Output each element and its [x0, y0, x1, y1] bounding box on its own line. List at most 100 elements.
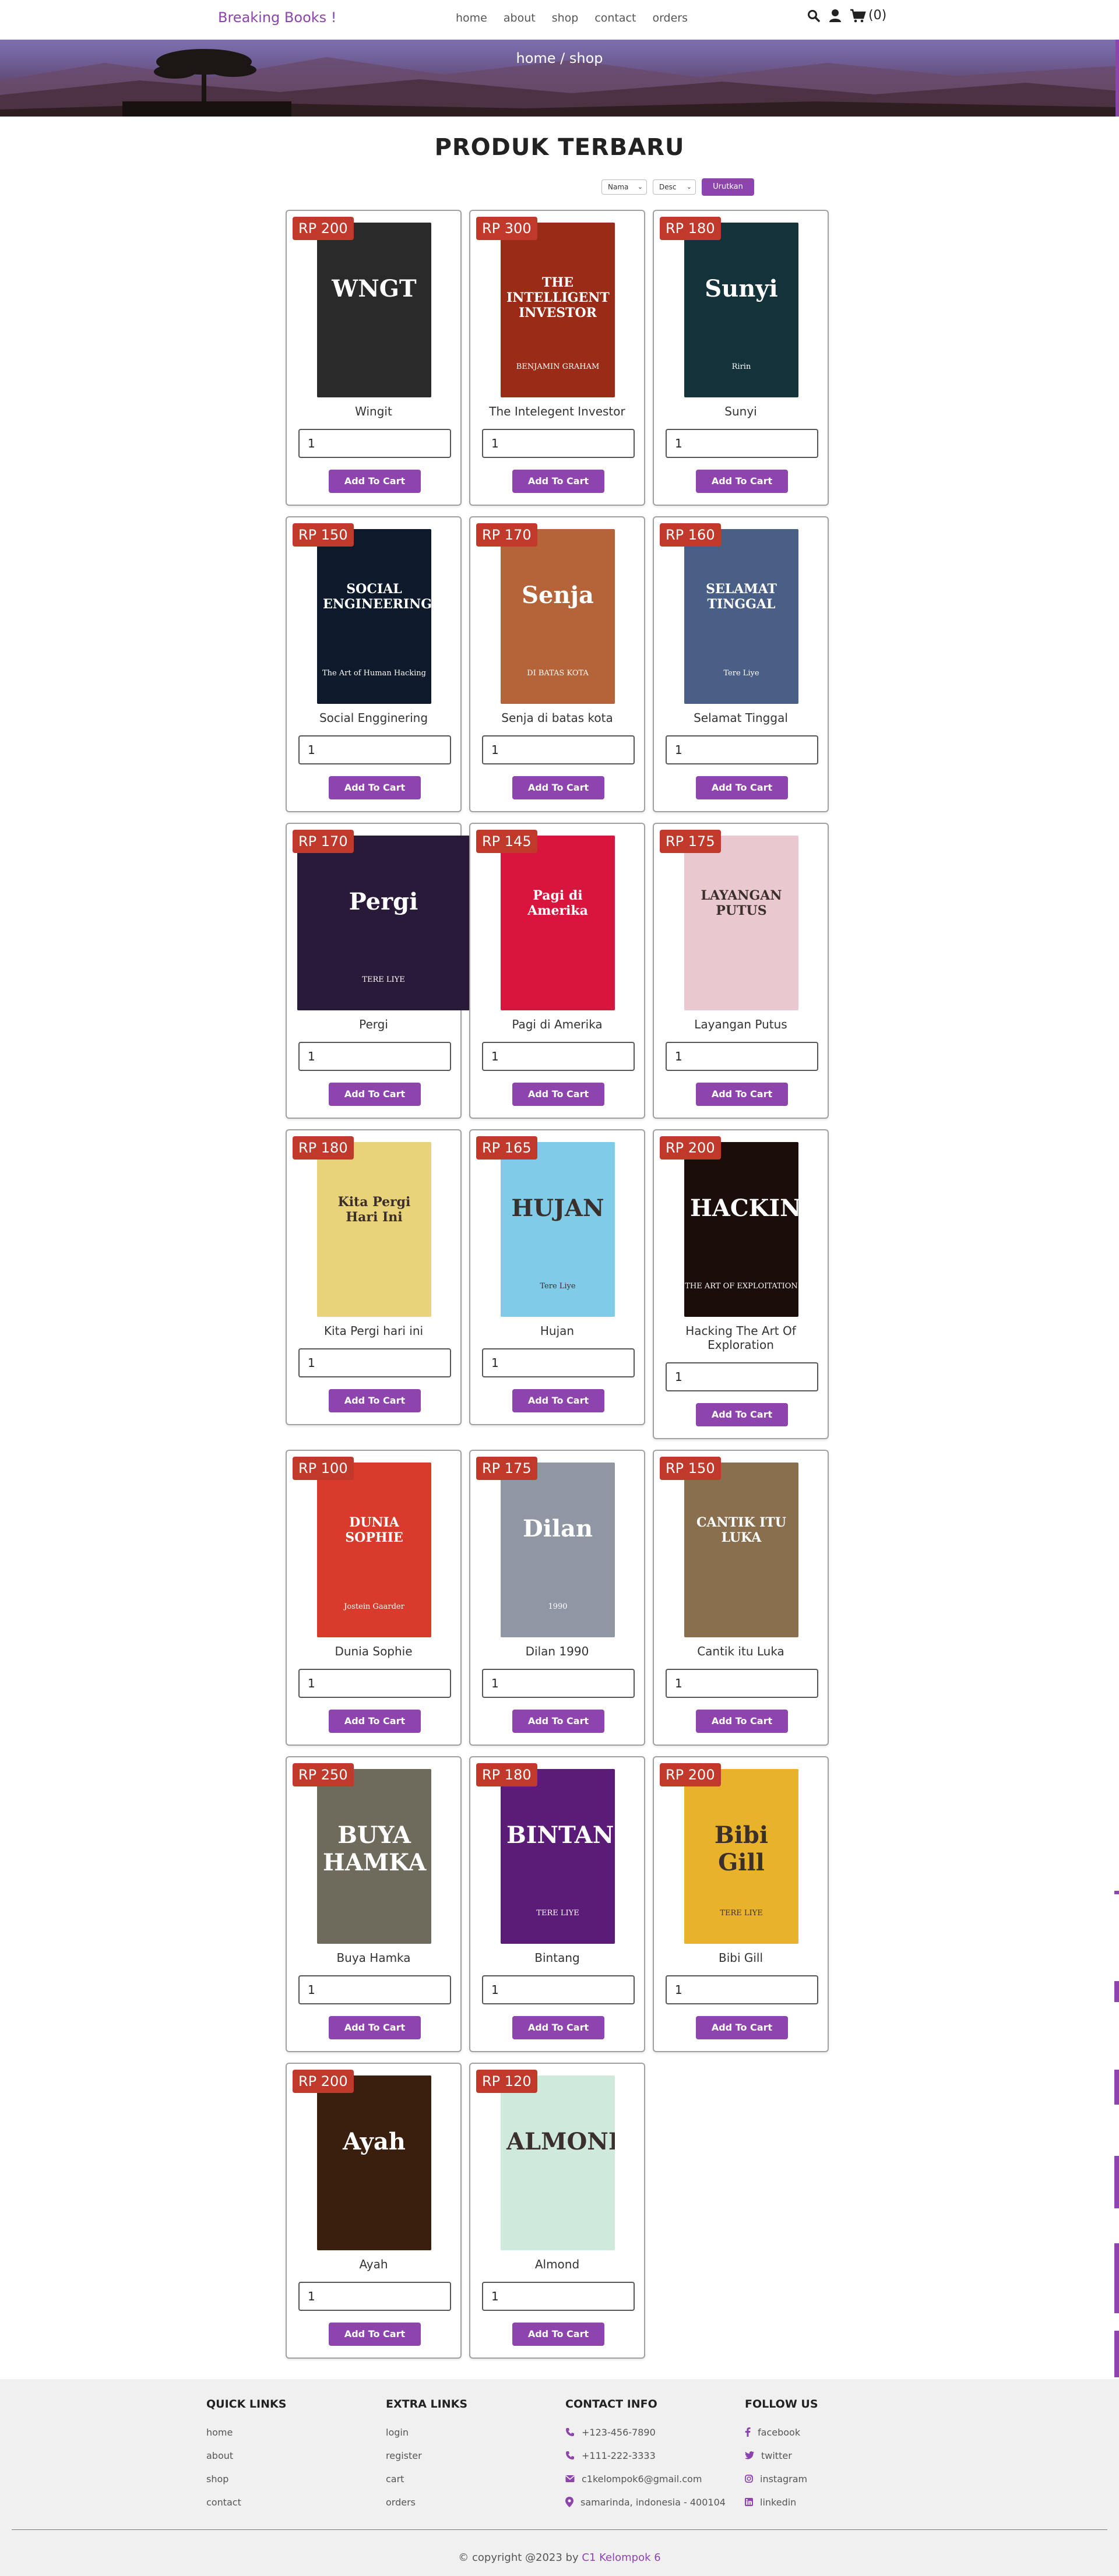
add-to-cart-button[interactable]: Add To Cart [512, 1083, 604, 1106]
nav-contact[interactable]: contact [594, 12, 636, 24]
cover-subtitle: THE ART OF EXPLOITATION [685, 1282, 798, 1291]
product-card: RP 175 LAYANGAN PUTUS Layangan Putus 1 Add T… [653, 823, 829, 1119]
add-to-cart-button[interactable]: Add To Cart [696, 2016, 788, 2039]
add-to-cart-button[interactable]: Add To Cart [329, 2016, 421, 2039]
quantity-input[interactable]: 1 [666, 1669, 818, 1698]
nav-orders[interactable]: orders [652, 12, 688, 24]
cover-title: Pergi [349, 888, 418, 915]
footer-twitter-link[interactable]: twitter [745, 2450, 818, 2461]
add-to-cart-button[interactable]: Add To Cart [696, 1710, 788, 1733]
cover-subtitle: TERE LIYE [720, 1909, 763, 1918]
quantity-input[interactable]: 1 [298, 429, 451, 458]
nav-about[interactable]: about [503, 12, 536, 24]
add-to-cart-button[interactable]: Add To Cart [329, 1083, 421, 1106]
quantity-input[interactable]: 1 [482, 735, 635, 764]
add-to-cart-button[interactable]: Add To Cart [512, 1389, 604, 1412]
quantity-input[interactable]: 1 [666, 1042, 818, 1071]
footer-phone-2[interactable]: +111-222-3333 [565, 2450, 726, 2461]
footer-email[interactable]: c1kelompok6@gmail.com [565, 2473, 726, 2485]
add-to-cart-button[interactable]: Add To Cart [512, 470, 604, 493]
quantity-input[interactable]: 1 [482, 2282, 635, 2311]
quantity-input[interactable]: 1 [666, 735, 818, 764]
cover-subtitle: TERE LIYE [536, 1909, 579, 1918]
add-to-cart-button[interactable]: Add To Cart [329, 1389, 421, 1412]
add-to-cart-button[interactable]: Add To Cart [696, 1083, 788, 1106]
quantity-input[interactable]: 1 [298, 1348, 451, 1377]
footer-contact-info: CONTACT INFO +123-456-7890 +111-222-3333… [565, 2398, 726, 2520]
add-to-cart-button[interactable]: Add To Cart [329, 470, 421, 493]
add-to-cart-button[interactable]: Add To Cart [696, 1403, 788, 1426]
mountain-landscape-image [0, 49, 1119, 117]
quantity-input[interactable]: 1 [298, 1669, 451, 1698]
book-title: Hacking The Art Of Exploration [685, 1324, 796, 1352]
footer-link-cart[interactable]: cart [386, 2473, 404, 2485]
add-to-cart-button[interactable]: Add To Cart [512, 2323, 604, 2346]
add-to-cart-button[interactable]: Add To Cart [512, 2016, 604, 2039]
footer-link-shop[interactable]: shop [206, 2473, 229, 2485]
sort-bar: Nama ⌄ Desc ⌄ Urutkan [601, 178, 754, 196]
cover-title: Sunyi [705, 275, 778, 302]
quantity-input[interactable]: 1 [666, 429, 818, 458]
add-to-cart-button[interactable]: Add To Cart [329, 2323, 421, 2346]
search-icon[interactable] [807, 9, 821, 23]
cover-title: Bibi Gill [714, 1821, 769, 1876]
add-to-cart-button[interactable]: Add To Cart [696, 776, 788, 799]
chevron-down-icon: ⌄ [637, 183, 643, 191]
product-card: RP 175 Dilan 1990 Dilan 1990 1 Add To Cart [469, 1450, 645, 1746]
quantity-input[interactable]: 1 [298, 2282, 451, 2311]
user-icon[interactable] [829, 9, 842, 23]
quantity-input[interactable]: 1 [298, 1042, 451, 1071]
nav-home[interactable]: home [456, 12, 487, 24]
product-card: RP 100 DUNIA SOPHIE Jostein Gaarder Dunia S… [286, 1450, 462, 1746]
footer-facebook-link[interactable]: facebook [745, 2427, 818, 2438]
sort-button[interactable]: Urutkan [702, 178, 754, 196]
sort-field-select[interactable]: Nama ⌄ [601, 179, 647, 195]
sort-order-select[interactable]: Desc ⌄ [653, 179, 696, 195]
quantity-input[interactable]: 1 [482, 429, 635, 458]
phone-icon [565, 2427, 575, 2437]
nav-shop[interactable]: shop [551, 12, 579, 24]
add-to-cart-button[interactable]: Add To Cart [696, 470, 788, 493]
footer-link-orders[interactable]: orders [386, 2496, 416, 2508]
cover-title: Dilan [522, 1515, 593, 1542]
book-title: Sunyi [724, 404, 757, 418]
cover-title: WNGT [332, 275, 417, 302]
add-to-cart-button[interactable]: Add To Cart [512, 776, 604, 799]
book-title: Selamat Tinggal [694, 711, 788, 725]
cart-link[interactable]: (0) [850, 8, 886, 23]
footer-link-home[interactable]: home [206, 2426, 233, 2438]
book-cover-image: SELAMAT TINGGAL Tere Liye [684, 529, 798, 704]
breadcrumb: home / shop [516, 50, 603, 66]
quantity-input[interactable]: 1 [482, 1669, 635, 1698]
footer-link-register[interactable]: register [386, 2450, 422, 2461]
footer-link-contact[interactable]: contact [206, 2496, 241, 2508]
price-badge: RP 100 [293, 1457, 354, 1480]
add-to-cart-button[interactable]: Add To Cart [512, 1710, 604, 1733]
price-badge: RP 170 [476, 523, 537, 547]
edge-accent-mark [1114, 2070, 1119, 2105]
quantity-input[interactable]: 1 [666, 1362, 818, 1391]
quantity-input[interactable]: 1 [298, 1975, 451, 2004]
quantity-input[interactable]: 1 [482, 1042, 635, 1071]
copyright-brand[interactable]: C1 Kelompok 6 [582, 2552, 661, 2564]
footer-heading: QUICK LINKS [206, 2398, 287, 2411]
footer-phone-1[interactable]: +123-456-7890 [565, 2427, 726, 2438]
linkedin-label: linkedin [760, 2496, 797, 2508]
quantity-input[interactable]: 1 [298, 735, 451, 764]
quantity-input[interactable]: 1 [482, 1975, 635, 2004]
quantity-input[interactable]: 1 [666, 1975, 818, 2004]
add-to-cart-button[interactable]: Add To Cart [329, 1710, 421, 1733]
footer-link-login[interactable]: login [386, 2426, 409, 2438]
book-title: The Intelegent Investor [489, 404, 625, 418]
footer-instagram-link[interactable]: instagram [745, 2473, 818, 2485]
cover-title: Senja [522, 582, 594, 609]
edge-accent-mark [1114, 1891, 1119, 1894]
product-card: RP 180 Kita Pergi Hari Ini Kita Pergi hari… [286, 1129, 462, 1425]
book-title: Hujan [540, 1324, 575, 1338]
footer-linkedin-link[interactable]: linkedin [745, 2496, 818, 2508]
price-badge: RP 145 [476, 830, 537, 853]
footer-link-about[interactable]: about [206, 2450, 234, 2461]
quantity-input[interactable]: 1 [482, 1348, 635, 1377]
site-logo[interactable]: Breaking Books ! [218, 9, 337, 26]
add-to-cart-button[interactable]: Add To Cart [329, 776, 421, 799]
